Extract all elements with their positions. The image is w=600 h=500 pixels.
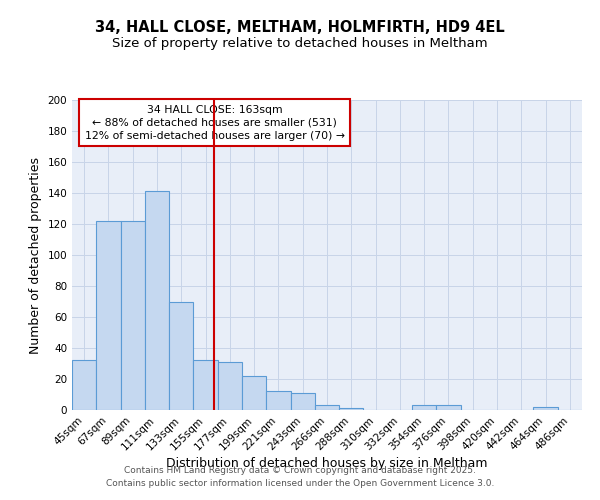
Bar [193,360,218,410]
Bar [290,393,315,410]
Bar [412,406,436,410]
Text: Contains HM Land Registry data © Crown copyright and database right 2025.
Contai: Contains HM Land Registry data © Crown c… [106,466,494,487]
Bar [145,192,169,410]
X-axis label: Distribution of detached houses by size in Meltham: Distribution of detached houses by size … [166,458,488,470]
Text: Size of property relative to detached houses in Meltham: Size of property relative to detached ho… [112,38,488,51]
Bar [339,408,364,410]
Bar [436,406,461,410]
Bar [72,360,96,410]
Bar [218,362,242,410]
Bar [169,302,193,410]
Bar [242,376,266,410]
Bar [266,392,290,410]
Text: 34 HALL CLOSE: 163sqm
← 88% of detached houses are smaller (531)
12% of semi-det: 34 HALL CLOSE: 163sqm ← 88% of detached … [85,104,345,141]
Text: 34, HALL CLOSE, MELTHAM, HOLMFIRTH, HD9 4EL: 34, HALL CLOSE, MELTHAM, HOLMFIRTH, HD9 … [95,20,505,35]
Y-axis label: Number of detached properties: Number of detached properties [29,156,42,354]
Bar [533,407,558,410]
Bar [121,221,145,410]
Bar [315,406,339,410]
Bar [96,221,121,410]
